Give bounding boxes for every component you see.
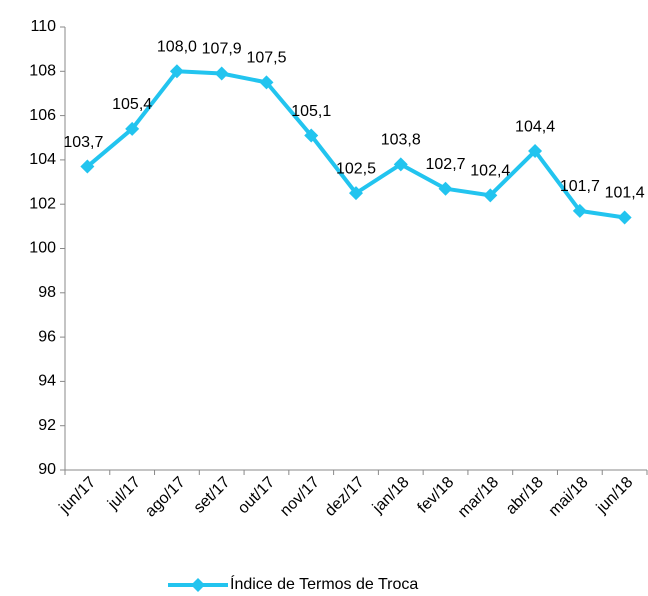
data-label: 101,4 xyxy=(605,185,645,202)
y-tick-label: 92 xyxy=(38,417,56,434)
marker xyxy=(438,181,453,196)
x-tick-label: dez/17 xyxy=(322,474,368,520)
marker xyxy=(528,144,543,159)
data-label: 103,7 xyxy=(63,134,103,151)
data-label: 104,4 xyxy=(515,118,555,135)
x-tick-label: ago/17 xyxy=(142,474,189,521)
x-tick-label: abr/18 xyxy=(503,474,547,518)
x-tick-label: jul/17 xyxy=(104,474,144,514)
x-tick-label: mai/18 xyxy=(546,474,592,520)
data-label: 102,4 xyxy=(470,163,510,180)
marker xyxy=(214,66,229,81)
y-tick-label: 110 xyxy=(30,18,56,35)
legend-label: Índice de Termos de Troca xyxy=(230,574,418,593)
x-tick-label: out/17 xyxy=(235,474,279,518)
marker xyxy=(393,157,408,172)
x-tick-label: jan/18 xyxy=(369,474,413,518)
marker xyxy=(617,210,632,225)
y-tick-label: 100 xyxy=(29,240,56,257)
x-tick-label: jun/18 xyxy=(593,474,637,518)
data-label: 102,7 xyxy=(426,156,466,173)
y-tick-label: 94 xyxy=(38,373,56,390)
y-tick-label: 96 xyxy=(38,328,56,345)
x-tick-label: nov/17 xyxy=(277,474,323,520)
y-tick-label: 90 xyxy=(38,461,56,478)
data-label: 107,9 xyxy=(202,41,242,58)
marker xyxy=(259,75,274,90)
data-label: 105,4 xyxy=(112,96,152,113)
marker xyxy=(572,203,587,218)
data-label: 108,0 xyxy=(157,39,197,56)
data-label: 105,1 xyxy=(291,103,331,120)
x-tick-label: jun/17 xyxy=(56,474,100,518)
data-label: 107,5 xyxy=(246,50,286,67)
marker xyxy=(483,188,498,203)
marker xyxy=(80,159,95,174)
y-tick-label: 102 xyxy=(29,195,56,212)
y-tick-label: 108 xyxy=(29,63,56,80)
x-tick-label: mar/18 xyxy=(455,474,502,521)
data-label: 102,5 xyxy=(336,160,376,177)
y-tick-label: 106 xyxy=(29,107,56,124)
marker xyxy=(349,186,363,201)
marker xyxy=(125,121,140,136)
legend-marker xyxy=(191,578,205,592)
marker xyxy=(169,64,184,79)
y-tick-label: 104 xyxy=(29,151,56,168)
marker xyxy=(304,128,319,143)
x-tick-label: fev/18 xyxy=(415,474,458,517)
y-tick-label: 98 xyxy=(38,284,56,301)
data-label: 103,8 xyxy=(381,132,421,149)
x-tick-label: set/17 xyxy=(191,474,234,517)
data-label: 101,7 xyxy=(560,178,600,195)
